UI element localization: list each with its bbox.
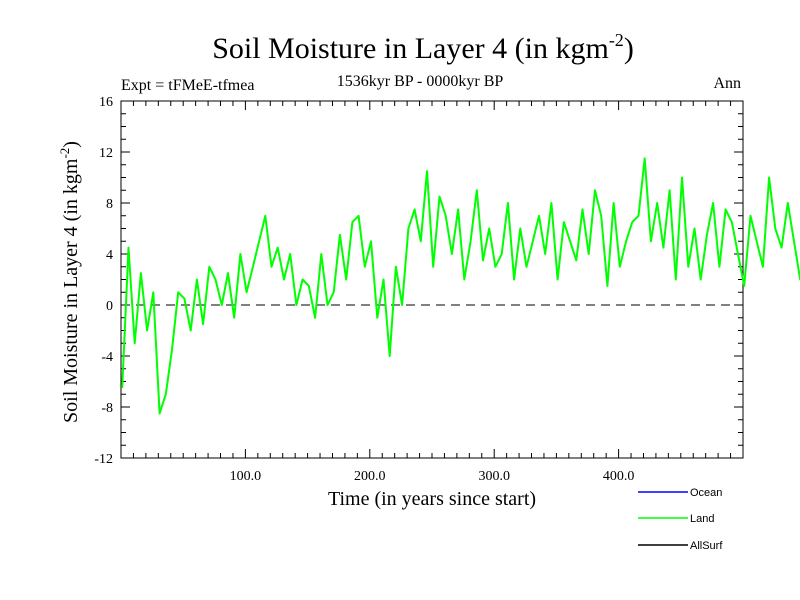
y-tick-label: 16	[99, 95, 113, 110]
x-axis: 100.0 200.0 300.0 400.0	[132, 101, 732, 484]
x-tick-label: 400.0	[603, 469, 635, 484]
season-label: Ann	[713, 75, 741, 92]
y-tick-label: -12	[94, 452, 113, 467]
x-tick-label: 200.0	[354, 469, 386, 484]
y-tick-label: 0	[106, 299, 113, 314]
y-tick-label: -8	[101, 401, 113, 416]
y-axis: -12 -8 -4 0 4 8 12 16	[94, 95, 743, 467]
x-tick-label: 300.0	[478, 469, 510, 484]
plot-area	[120, 100, 744, 459]
legend-label-ocean: Ocean	[690, 487, 722, 499]
experiment-label: Expt = tFMeE-tfmea	[121, 77, 254, 94]
chart-subtitle: 1536kyr BP - 0000kyr BP	[337, 73, 504, 90]
x-tick-label: 100.0	[230, 469, 262, 484]
y-axis-title: Soil Moisture in Layer 4 (in kgm-2)	[57, 141, 82, 423]
chart-title: Soil Moisture in Layer 4 (in kgm-2)	[212, 30, 634, 65]
x-axis-title: Time (in years since start)	[328, 488, 536, 510]
y-tick-label: 12	[99, 146, 113, 161]
y-tick-label: 4	[106, 248, 113, 263]
y-tick-label: -4	[101, 350, 113, 365]
land-series-line	[121, 157, 800, 415]
y-tick-label: 8	[106, 197, 113, 212]
legend: Ocean Land AllSurf	[638, 487, 723, 552]
legend-label-land: Land	[690, 513, 714, 525]
legend-label-allsurf: AllSurf	[690, 540, 723, 552]
